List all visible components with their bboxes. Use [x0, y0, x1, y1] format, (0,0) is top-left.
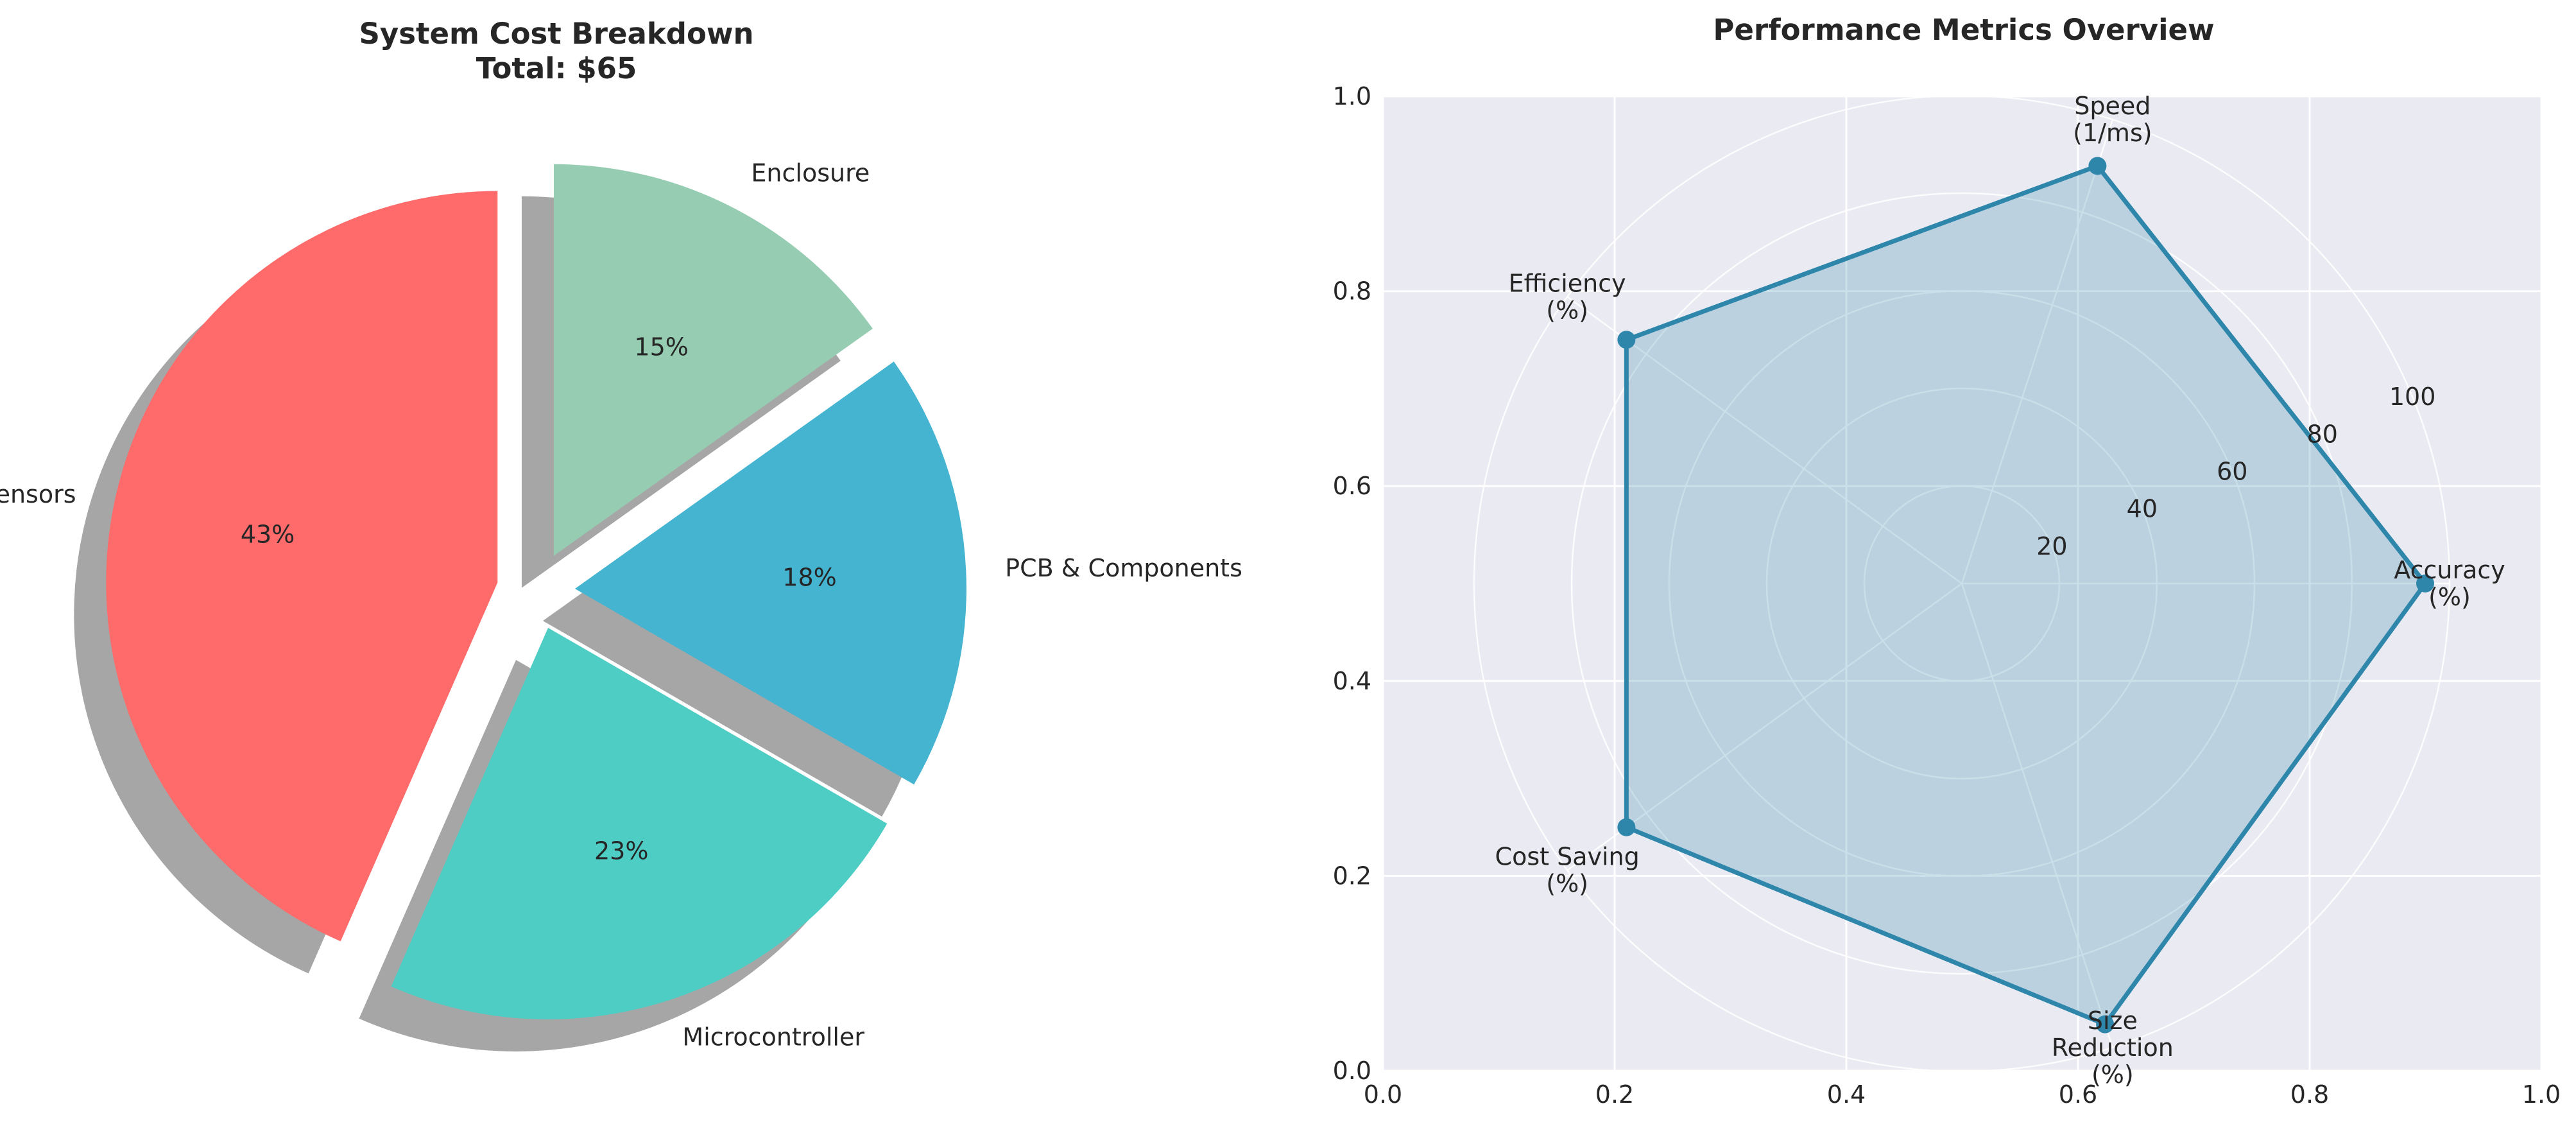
- polar-spoke: [1961, 119, 2114, 584]
- frame-x-tick-label: 0.4: [1827, 1080, 1866, 1109]
- radar-data: [1617, 157, 2434, 1034]
- pie-category-label: Enclosure: [751, 159, 870, 187]
- polar-spoke: [1961, 583, 2114, 1048]
- frame-y-tick-label: 1.0: [1333, 82, 1371, 110]
- radar-axis-label: (%): [1546, 296, 1588, 324]
- pie-labels: 43% Sensors 23% Microcontroller 18% PCB & Com…: [0, 159, 1242, 1051]
- pie-percent-label: 15%: [634, 333, 688, 361]
- radar-point: [2088, 157, 2107, 175]
- radar-axis-label: (%): [1546, 870, 1588, 898]
- pie-title-line2: Total: $65: [476, 51, 637, 85]
- frame-y-tick-label: 0.2: [1333, 861, 1371, 890]
- frame-x-tick-label: 0.0: [1364, 1080, 1402, 1109]
- radar-chart-panel: Performance Metrics Overview 20 40 60 80 100…: [1333, 13, 2561, 1109]
- frame-y-tick-label: 0.4: [1333, 667, 1371, 695]
- pie-slice: [106, 191, 498, 942]
- radar-area: [1626, 166, 2425, 1025]
- radial-tick-label: 60: [2217, 457, 2247, 485]
- radial-tick-label: 80: [2307, 420, 2338, 448]
- frame-y-tick-label: 0.8: [1333, 277, 1371, 306]
- radar-line: [1624, 163, 2428, 1027]
- radar-point: [1617, 331, 1636, 349]
- radar-point: [1617, 818, 1636, 836]
- radial-tick-label: 100: [2389, 383, 2436, 411]
- radar-axis-label: Cost Saving: [1495, 843, 1640, 871]
- radar-labels: 20406080100Accuracy(%)Speed(1/ms)Efficie…: [1495, 92, 2505, 1089]
- radar-title: Performance Metrics Overview: [1713, 13, 2214, 47]
- radial-tick-label: 40: [2127, 495, 2158, 523]
- radar-axis-label: (%): [2428, 583, 2471, 611]
- pie-percent-label: 18%: [782, 564, 836, 592]
- pie-slices: [106, 164, 966, 1019]
- pie-slice: [553, 164, 873, 556]
- pie-percent-label: 43%: [241, 521, 295, 549]
- frame-x-tick-label: 0.6: [2059, 1080, 2097, 1109]
- radar-axis-label: (%): [2091, 1060, 2134, 1089]
- radar-point: [2096, 1015, 2115, 1034]
- radar-axis-label: (1/ms): [2073, 119, 2152, 147]
- pie-title-line1: System Cost Breakdown: [359, 17, 753, 51]
- pie-chart-panel: System Cost Breakdown Total: $65 43% Sens…: [0, 17, 1242, 1051]
- radial-tick-label: 20: [2036, 532, 2067, 560]
- pie-slice: [391, 627, 888, 1019]
- radar-axis-label: Accuracy: [2394, 556, 2505, 584]
- frame-y-tick-label: 0.6: [1333, 472, 1371, 500]
- pie-percent-label: 23%: [594, 837, 648, 865]
- pie-category-label: Microcontroller: [682, 1023, 864, 1051]
- radar-axis-label: Speed: [2074, 92, 2151, 120]
- radar-axis-label: Reduction: [2052, 1034, 2174, 1062]
- pie-slice: [574, 361, 966, 785]
- frame-x-tick-label: 0.8: [2290, 1080, 2329, 1109]
- frame-y-tick-label: 0.0: [1333, 1057, 1371, 1085]
- radar-axis-label: Size: [2088, 1007, 2138, 1035]
- radar-axis-label: Efficiency: [1509, 269, 1626, 297]
- frame-ticks: 0.0 0.2 0.4 0.6 0.8 1.0 0.0 0.2 0.4 0.6 0.8 1.0: [1333, 82, 2561, 1109]
- frame-x-tick-label: 0.2: [1595, 1080, 1634, 1109]
- frame-x-tick-label: 1.0: [2522, 1080, 2561, 1109]
- radar-point: [2416, 575, 2434, 592]
- pie-category-label: PCB & Components: [1005, 554, 1242, 582]
- pie-category-label: Sensors: [0, 480, 76, 508]
